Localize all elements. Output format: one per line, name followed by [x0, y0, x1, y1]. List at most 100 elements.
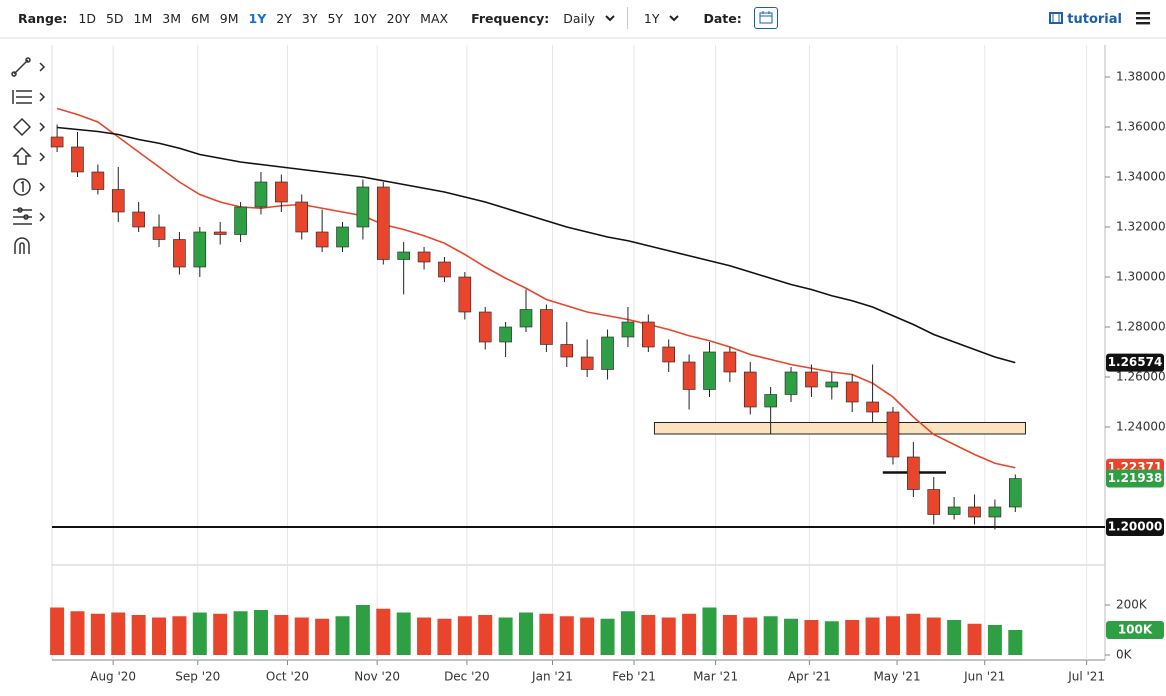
candle-body	[866, 401, 879, 413]
y-tick-label: 0K	[1116, 648, 1133, 662]
candle-body	[560, 344, 574, 358]
calendar-button[interactable]	[753, 7, 778, 29]
candle-body	[805, 371, 818, 388]
volume-bar	[519, 612, 534, 655]
tutorial-link[interactable]: tutorial	[1048, 12, 1122, 27]
candle-body	[295, 201, 309, 233]
candle-body	[234, 206, 247, 235]
volume-bar	[804, 620, 819, 655]
candle-body	[336, 226, 349, 248]
last-price-tag: 1.21938	[1108, 471, 1163, 485]
annotation-tool[interactable]	[13, 178, 46, 196]
volume-bar	[763, 616, 778, 655]
period-dropdown[interactable]: 1Y	[644, 11, 680, 26]
range-button[interactable]: 1D	[78, 10, 96, 26]
support-zone	[653, 422, 1026, 435]
volume-bar	[885, 616, 900, 655]
candle-body	[540, 309, 553, 345]
x-tick-label: Mar '21	[693, 670, 738, 684]
candle-body	[91, 171, 105, 190]
candle-body	[376, 186, 390, 260]
volume-bar	[50, 607, 65, 655]
y-tick-label: 1.26000	[1116, 370, 1166, 384]
x-tick-label: Jul '21	[1067, 670, 1105, 684]
volume-bar	[682, 613, 697, 655]
volume-bar	[274, 615, 289, 655]
trendline-tool[interactable]	[11, 57, 46, 77]
drawing-tools	[11, 57, 46, 254]
candle-body	[621, 321, 635, 338]
range-buttons: 1D 5D 1M 3M 6M 9M 1Y 2Y 3Y 5Y 10Y 20Y MAX	[73, 11, 453, 26]
volume-bar	[906, 613, 921, 655]
range-button[interactable]: 3Y	[301, 10, 318, 26]
candle-body	[254, 181, 268, 208]
volume-bar	[376, 608, 391, 655]
volume-bar	[355, 605, 370, 655]
measure-tool[interactable]	[13, 207, 46, 225]
range-button[interactable]: 20Y	[386, 10, 411, 26]
y-tick-label: 1.32000	[1116, 220, 1166, 234]
volume-bar	[457, 616, 472, 655]
candle-body	[132, 211, 145, 228]
range-button[interactable]: 1Y	[248, 10, 267, 26]
frequency-dropdown[interactable]: Daily	[563, 11, 615, 26]
chevron	[669, 15, 680, 22]
moving-average	[56, 107, 1016, 469]
volume-bar	[580, 617, 595, 655]
candle-body	[723, 351, 737, 373]
volume-bar	[661, 617, 676, 655]
range-button[interactable]: 5D	[105, 10, 124, 26]
x-tick-label: Oct '20	[266, 670, 309, 684]
y-tick-label: 1.28000	[1116, 320, 1166, 334]
y-tick-label: 1.24000	[1116, 420, 1166, 434]
candle-body	[947, 506, 961, 515]
volume-tag-bg	[1106, 621, 1164, 639]
range-button[interactable]: 1M	[133, 10, 153, 26]
candle-body	[213, 231, 227, 235]
candle-body	[764, 394, 777, 408]
candle-body	[784, 371, 798, 395]
magnet-tool[interactable]	[14, 237, 30, 254]
x-tick-label: Aug '20	[90, 670, 136, 684]
candle-body	[173, 239, 186, 268]
fib-tool[interactable]	[12, 90, 46, 104]
range-button[interactable]: 6M	[191, 10, 210, 26]
volume-bar	[111, 612, 126, 655]
range-button[interactable]: MAX	[420, 10, 449, 26]
range-button[interactable]: 2Y	[276, 10, 292, 26]
candle-body	[601, 336, 614, 370]
volume-bar	[192, 612, 207, 655]
candle-body	[397, 251, 410, 260]
candle-body	[417, 251, 431, 263]
range-button[interactable]: 10Y	[353, 10, 377, 26]
candle-body	[356, 186, 370, 228]
volume-bar	[315, 618, 330, 655]
range-label: Range:	[18, 10, 68, 26]
x-tick-label: Nov '20	[354, 670, 400, 684]
range-button[interactable]: 3M	[162, 10, 182, 26]
shape-tool[interactable]	[12, 117, 46, 137]
candle-body	[458, 276, 472, 313]
y-tick-label: 1.36000	[1116, 120, 1166, 134]
candle-body	[703, 351, 716, 390]
volume-bar	[213, 613, 228, 655]
range-button[interactable]: 9M	[219, 10, 239, 26]
candle-body	[886, 411, 900, 458]
volume-tag: 100K	[1118, 623, 1153, 637]
volume-bar	[70, 611, 85, 655]
arrow-tool[interactable]	[12, 146, 46, 165]
y-tick-label: 200K	[1116, 598, 1148, 612]
volume-bar	[641, 615, 656, 655]
volume-bar	[947, 620, 962, 655]
candle-body	[743, 371, 757, 408]
separator	[626, 7, 628, 29]
candle-body	[988, 506, 1002, 518]
candle-body	[315, 231, 329, 248]
volume-bar	[131, 615, 146, 655]
volume-bar	[396, 612, 411, 655]
range-button[interactable]: 5Y	[327, 10, 344, 26]
menu-button[interactable]	[1136, 10, 1152, 26]
x-tick-label: Dec '20	[444, 670, 490, 684]
candle-body	[968, 506, 981, 518]
